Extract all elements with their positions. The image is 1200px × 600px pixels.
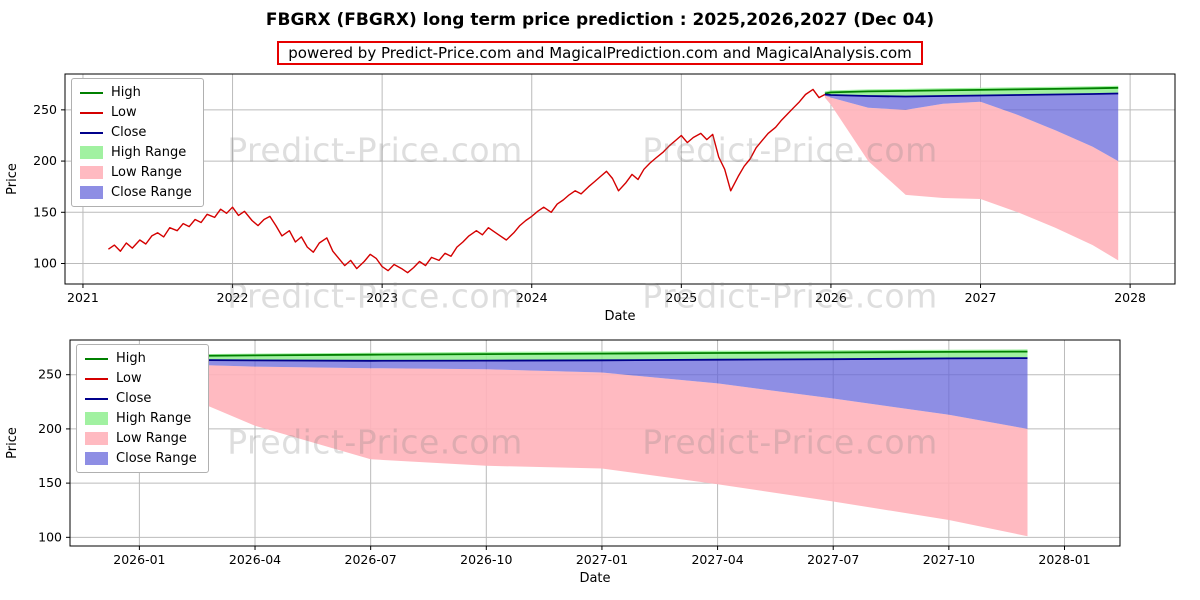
legend-label: Low: [116, 371, 142, 386]
legend-item-low: Low: [85, 370, 197, 387]
legend-item-low: Low: [80, 104, 192, 121]
high-range-swatch: [80, 146, 103, 159]
x-tick-label: 2022: [217, 290, 249, 305]
x-tick-label: 2026: [815, 290, 847, 305]
legend-item-high-range: High Range: [80, 144, 192, 161]
x-tick-label: 2026-04: [229, 552, 281, 567]
high-swatch: [85, 357, 108, 360]
legend-label: High: [111, 85, 141, 100]
close-range-swatch: [85, 452, 108, 465]
legend-label: High Range: [111, 145, 187, 160]
legend-label: Close: [116, 391, 152, 406]
close-range-swatch: [80, 186, 103, 199]
legend: High Low Close High Range Low Range Close Ran…: [71, 78, 204, 207]
x-tick-label: 2027-10: [923, 552, 975, 567]
legend-item-close: Close: [80, 124, 192, 141]
x-tick-label: 2023: [366, 290, 398, 305]
x-tick-label: 2026-10: [460, 552, 512, 567]
close-swatch: [85, 397, 108, 400]
x-axis-label: Date: [579, 571, 610, 586]
legend-label: High Range: [116, 411, 192, 426]
y-tick-label: 200: [38, 421, 62, 436]
low-range-swatch: [80, 166, 103, 179]
x-tick-label: 2021: [67, 290, 99, 305]
low-line: [108, 88, 826, 274]
x-tick-label: 2028-01: [1038, 552, 1090, 567]
low-swatch: [80, 111, 103, 114]
low-swatch: [85, 377, 108, 380]
y-axis-label: Price: [5, 427, 20, 459]
chart-title: FBGRX (FBGRX) long term price prediction…: [265, 10, 935, 30]
legend-item-high: High: [80, 84, 192, 101]
legend: High Low Close High Range Low Range Close Ran…: [76, 344, 209, 473]
y-axis-label: Price: [5, 163, 20, 195]
legend-label: Close: [111, 125, 147, 140]
y-tick-label: 100: [38, 529, 62, 544]
legend-label: Close Range: [116, 451, 197, 466]
x-tick-label: 2026-01: [113, 552, 165, 567]
x-tick-label: 2027: [965, 290, 997, 305]
close-swatch: [80, 131, 103, 134]
high-range-swatch: [85, 412, 108, 425]
x-axis-label: Date: [604, 309, 635, 324]
high-swatch: [80, 91, 103, 94]
subtitle-row: powered by Predict-Price.com and Magical…: [0, 41, 1200, 65]
legend-item-close-range: Close Range: [85, 450, 197, 467]
y-tick-label: 250: [33, 102, 57, 117]
plot-border: [64, 73, 1176, 285]
chart-subtitle: powered by Predict-Price.com and Magical…: [277, 41, 923, 65]
legend-label: Low Range: [111, 165, 182, 180]
y-tick-label: 150: [33, 204, 57, 219]
x-tick-label: 2025: [665, 290, 697, 305]
low-range-band: [824, 95, 1119, 261]
legend-item-close-range: Close Range: [80, 184, 192, 201]
legend-label: Low: [111, 105, 137, 120]
high-line: [824, 86, 1119, 95]
x-tick-label: 2027-04: [691, 552, 743, 567]
low-range-swatch: [85, 432, 108, 445]
close-range-band: [83, 358, 1028, 429]
close-range-band: [824, 93, 1119, 162]
x-tick-label: 2026-07: [345, 552, 397, 567]
legend-item-close: Close: [85, 390, 197, 407]
legend-item-high: High: [85, 350, 197, 367]
x-tick-label: 2027-07: [807, 552, 859, 567]
forecast-detail-chart: 2026-01 2026-04 2026-07 2026-10 2027-01 2027-…: [0, 330, 1200, 598]
x-tick-label: 2028: [1114, 290, 1146, 305]
x-tick-label: 2027-01: [576, 552, 628, 567]
y-tick-label: 200: [33, 153, 57, 168]
y-tick-label: 250: [38, 367, 62, 382]
top-price-chart: 2021 2022 2023 2024 2025 2026 2027 2028 100 150 20…: [0, 64, 1200, 332]
low-range-band: [83, 361, 1028, 537]
x-tick-label: 2024: [516, 290, 548, 305]
top-chart-plot: 2021 2022 2023 2024 2025 2026 2027 2028 100 150 20…: [5, 73, 1176, 324]
close-line: [824, 92, 1119, 98]
legend-item-high-range: High Range: [85, 410, 197, 427]
legend-label: High: [116, 351, 146, 366]
legend-label: Low Range: [116, 431, 187, 446]
forecast-chart-plot: 2026-01 2026-04 2026-07 2026-10 2027-01 2027-…: [5, 339, 1121, 586]
legend-label: Close Range: [111, 185, 192, 200]
y-tick-label: 100: [33, 256, 57, 271]
plot-border: [69, 339, 1121, 547]
legend-item-low-range: Low Range: [85, 430, 197, 447]
y-tick-label: 150: [38, 475, 62, 490]
legend-item-low-range: Low Range: [80, 164, 192, 181]
